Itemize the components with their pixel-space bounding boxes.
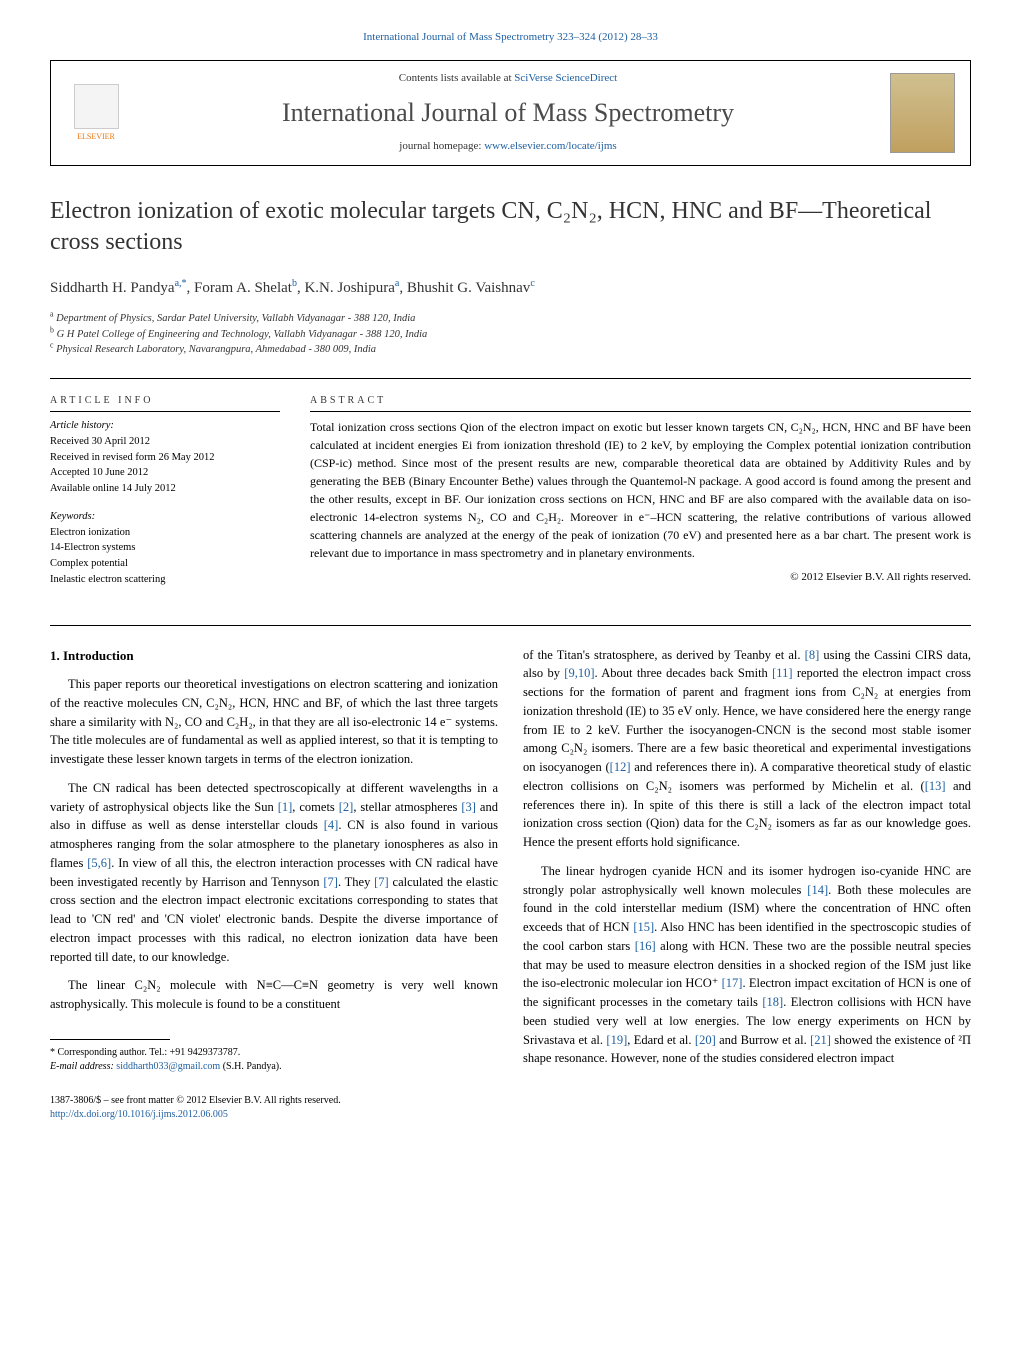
header-center: Contents lists available at SciVerse Sci…	[126, 71, 890, 154]
journal-name: International Journal of Mass Spectromet…	[126, 95, 890, 131]
keyword-1: 14-Electron systems	[50, 542, 135, 553]
citation-link[interactable]: [17]	[722, 976, 743, 990]
citation-link[interactable]: [1]	[278, 800, 293, 814]
keyword-2: Complex potential	[50, 558, 128, 569]
elsevier-tree-icon	[74, 84, 119, 129]
email-link[interactable]: siddharth033@gmail.com	[116, 1061, 220, 1072]
citation-link[interactable]: [19]	[606, 1033, 627, 1047]
citation-link[interactable]: [4]	[324, 818, 339, 832]
email-line: E-mail address: siddharth033@gmail.com (…	[50, 1060, 498, 1074]
citation-link[interactable]: [8]	[805, 648, 820, 662]
left-column: 1. Introduction This paper reports our t…	[50, 646, 498, 1122]
publisher-name: ELSEVIER	[77, 131, 115, 142]
abstract-heading: ABSTRACT	[310, 394, 971, 412]
citation-link[interactable]: [15]	[633, 920, 654, 934]
history-label: Article history:	[50, 420, 114, 431]
homepage-prefix: journal homepage:	[399, 140, 484, 152]
affiliation-a: a Department of Physics, Sardar Patel Un…	[50, 311, 971, 327]
history-line-2: Accepted 10 June 2012	[50, 467, 148, 478]
contents-available-line: Contents lists available at SciVerse Sci…	[126, 71, 890, 86]
citation-link[interactable]: [13]	[925, 779, 946, 793]
keywords-label: Keywords:	[50, 511, 95, 522]
body-para-r1: The linear hydrogen cyanide HCN and its …	[523, 862, 971, 1068]
keywords-block: Keywords: Electron ionization 14-Electro…	[50, 509, 280, 588]
elsevier-logo: ELSEVIER	[66, 78, 126, 148]
corresponding-author-footnote: * Corresponding author. Tel.: +91 942937…	[50, 1046, 498, 1074]
history-line-3: Available online 14 July 2012	[50, 483, 176, 494]
article-history: Article history: Received 30 April 2012 …	[50, 418, 280, 497]
article-info: ARTICLE INFO Article history: Received 3…	[50, 394, 280, 600]
article-title: Electron ionization of exotic molecular …	[50, 196, 971, 258]
sciencedirect-link[interactable]: SciVerse ScienceDirect	[514, 72, 617, 84]
email-suffix: (S.H. Pandya).	[223, 1061, 282, 1072]
homepage-line: journal homepage: www.elsevier.com/locat…	[126, 139, 890, 154]
journal-header: ELSEVIER Contents lists available at Sci…	[50, 60, 971, 165]
body-columns: 1. Introduction This paper reports our t…	[50, 646, 971, 1122]
bottom-metadata: 1387-3806/$ – see front matter © 2012 El…	[50, 1094, 498, 1122]
citation-link[interactable]: [3]	[461, 800, 476, 814]
issn-line: 1387-3806/$ – see front matter © 2012 El…	[50, 1094, 498, 1108]
email-label: E-mail address:	[50, 1061, 114, 1072]
keyword-0: Electron ionization	[50, 527, 130, 538]
right-column: of the Titan's stratosphere, as derived …	[523, 646, 971, 1122]
abstract-text: Total ionization cross sections Qion of …	[310, 418, 971, 562]
abstract-copyright: © 2012 Elsevier B.V. All rights reserved…	[310, 570, 971, 585]
citation-link[interactable]: [7]	[323, 875, 338, 889]
citation-link[interactable]: [16]	[635, 939, 656, 953]
citation-link[interactable]: [5,6]	[87, 856, 111, 870]
abstract-column: ABSTRACT Total ionization cross sections…	[310, 394, 971, 600]
body-para-l2: The linear C₂N₂ molecule with N≡C—C≡N ge…	[50, 976, 498, 1014]
body-para-l1: The CN radical has been detected spectro…	[50, 779, 498, 967]
citation-link[interactable]: [21]	[810, 1033, 831, 1047]
body-para-r0: of the Titan's stratosphere, as derived …	[523, 646, 971, 852]
citation-link[interactable]: [12]	[610, 760, 631, 774]
citation-link[interactable]: [14]	[807, 883, 828, 897]
section-divider	[50, 625, 971, 626]
journal-cover-thumbnail	[890, 73, 955, 153]
affiliations: a Department of Physics, Sardar Patel Un…	[50, 311, 971, 358]
info-abstract-row: ARTICLE INFO Article history: Received 3…	[50, 378, 971, 600]
corr-author-line: * Corresponding author. Tel.: +91 942937…	[50, 1046, 498, 1060]
citation-link[interactable]: [20]	[695, 1033, 716, 1047]
footnote-separator	[50, 1039, 170, 1040]
citation-link[interactable]: [9,10]	[564, 666, 594, 680]
section-title: Introduction	[63, 648, 134, 663]
keyword-3: Inelastic electron scattering	[50, 574, 165, 585]
history-line-0: Received 30 April 2012	[50, 436, 150, 447]
citation-link[interactable]: [11]	[772, 666, 792, 680]
running-header: International Journal of Mass Spectromet…	[50, 30, 971, 45]
citation-link[interactable]: [7]	[374, 875, 389, 889]
citation-link[interactable]: [2]	[339, 800, 354, 814]
citation-link[interactable]: [18]	[762, 995, 783, 1009]
homepage-link[interactable]: www.elsevier.com/locate/ijms	[484, 140, 616, 152]
affiliation-b: b G H Patel College of Engineering and T…	[50, 327, 971, 343]
history-line-1: Received in revised form 26 May 2012	[50, 452, 214, 463]
section-heading: 1. Introduction	[50, 646, 498, 666]
affiliation-c: c Physical Research Laboratory, Navarang…	[50, 342, 971, 358]
contents-prefix: Contents lists available at	[399, 72, 514, 84]
authors-list: Siddharth H. Pandyaa,*, Foram A. Shelatb…	[50, 278, 971, 299]
body-para-l0: This paper reports our theoretical inves…	[50, 675, 498, 769]
article-info-heading: ARTICLE INFO	[50, 394, 280, 412]
section-number: 1.	[50, 648, 60, 663]
doi-link[interactable]: http://dx.doi.org/10.1016/j.ijms.2012.06…	[50, 1109, 228, 1120]
